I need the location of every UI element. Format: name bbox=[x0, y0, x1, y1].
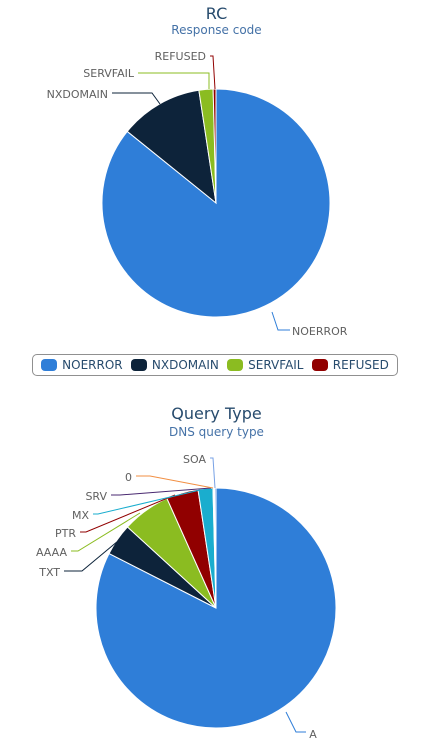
legend-swatch-noerror bbox=[41, 359, 58, 371]
qt-chart-title: Query Type bbox=[171, 404, 262, 423]
legend-label-nxdomain: NXDOMAIN bbox=[151, 358, 219, 372]
qt-chart-subtitle: DNS query type bbox=[169, 425, 264, 439]
qt-connector-ptr bbox=[80, 494, 176, 533]
rc-label-servfail: SERVFAIL bbox=[83, 67, 135, 80]
qt-label-soa: SOA bbox=[183, 453, 206, 466]
rc-legend: NOERROR NXDOMAIN SERVFAIL REFUSED bbox=[32, 354, 398, 376]
rc-chart-title: RC bbox=[205, 4, 228, 23]
qt-chart: Query Type DNS query type A TXT AAAA PTR MX S… bbox=[0, 398, 433, 752]
qt-connector-0 bbox=[136, 475, 214, 489]
qt-connector-txt bbox=[64, 540, 119, 572]
rc-label-refused: REFUSED bbox=[155, 50, 206, 63]
rc-connector-refused bbox=[210, 55, 216, 90]
rc-connector-servfail bbox=[138, 72, 210, 89]
qt-slice-soa[interactable] bbox=[213, 487, 217, 609]
qt-label-ptr: PTR bbox=[55, 527, 76, 540]
rc-chart: RC Response code NOERROR NXDOMAIN SERVFAIL… bbox=[32, 4, 398, 376]
qt-connector-mx bbox=[93, 489, 201, 515]
qt-connector-aaaa bbox=[71, 512, 141, 552]
qt-label-txt: TXT bbox=[38, 566, 60, 579]
legend-item-noerror[interactable]: NOERROR bbox=[41, 358, 123, 372]
legend-item-refused[interactable]: REFUSED bbox=[311, 358, 389, 372]
qt-label-a: A bbox=[309, 728, 317, 741]
qt-slices bbox=[95, 487, 337, 729]
qt-connector-a bbox=[285, 711, 306, 733]
legend-item-servfail[interactable]: SERVFAIL bbox=[227, 358, 304, 372]
legend-label-servfail: SERVFAIL bbox=[248, 358, 304, 372]
legend-swatch-nxdomain bbox=[130, 359, 147, 371]
legend-swatch-servfail bbox=[227, 359, 244, 371]
qt-label-0: 0 bbox=[125, 471, 132, 484]
rc-connector-noerror bbox=[271, 311, 290, 331]
qt-label-mx: MX bbox=[72, 509, 89, 522]
qt-connector-srv bbox=[111, 487, 212, 496]
rc-chart-subtitle: Response code bbox=[171, 23, 262, 37]
rc-connector-nxdomain bbox=[112, 92, 161, 105]
legend-label-noerror: NOERROR bbox=[62, 358, 123, 372]
qt-label-srv: SRV bbox=[85, 490, 107, 503]
rc-slice-nxdomain[interactable] bbox=[126, 89, 217, 205]
rc-pie-svg: NOERROR NXDOMAIN SERVFAIL REFUSED bbox=[47, 50, 348, 338]
legend-label-refused: REFUSED bbox=[332, 358, 389, 372]
qt-connector-soa bbox=[210, 457, 216, 489]
legend-item-nxdomain[interactable]: NXDOMAIN bbox=[130, 358, 219, 372]
rc-slices bbox=[101, 88, 331, 318]
rc-label-nxdomain: NXDOMAIN bbox=[47, 88, 108, 101]
legend-swatch-refused bbox=[311, 359, 328, 371]
qt-pie-svg: A TXT AAAA PTR MX SRV 0 SOA bbox=[36, 453, 337, 741]
qt-label-aaaa: AAAA bbox=[36, 546, 67, 559]
rc-label-noerror: NOERROR bbox=[292, 325, 348, 338]
